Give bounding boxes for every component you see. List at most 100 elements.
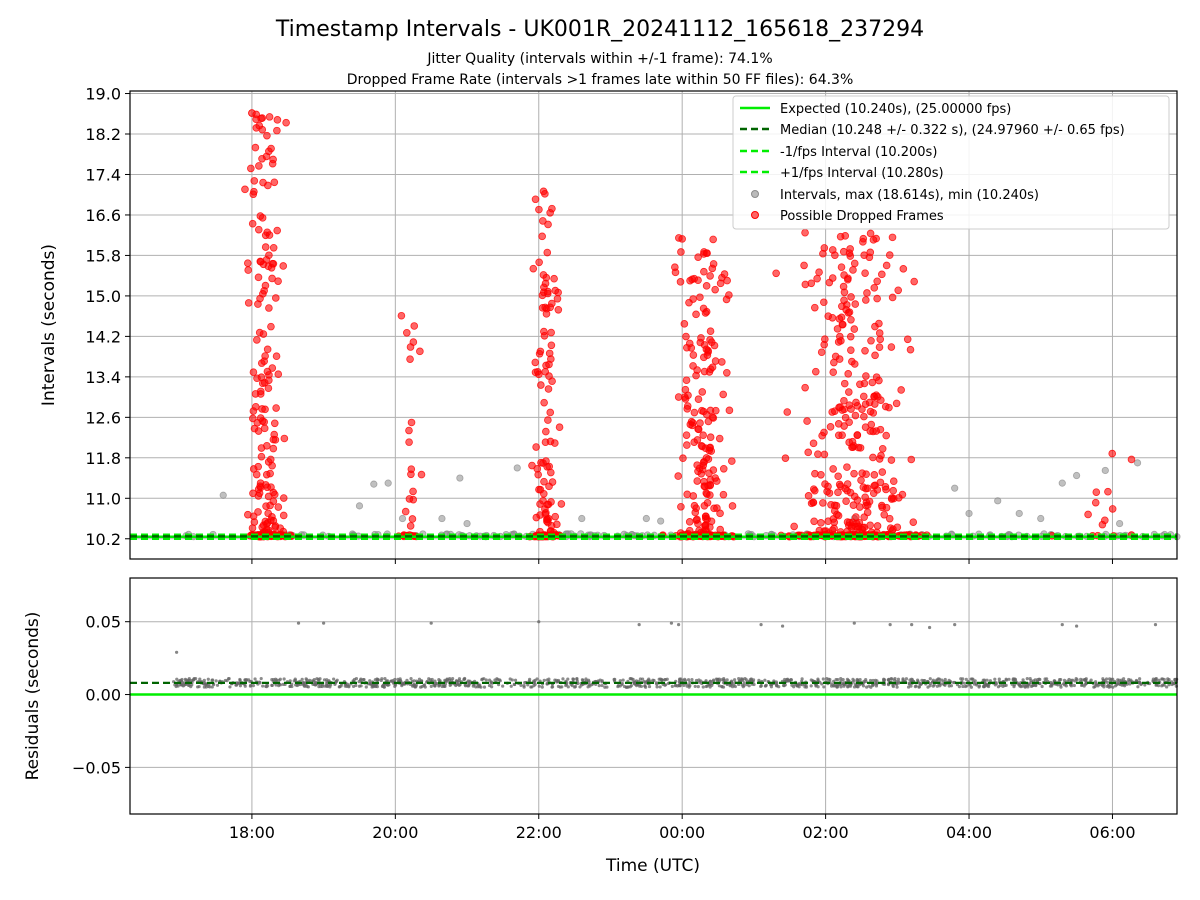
dropped-frame-point bbox=[401, 507, 410, 516]
dropped-frame-point bbox=[881, 482, 890, 491]
dropped-frame-point bbox=[889, 486, 898, 495]
dropped-frame-point bbox=[274, 503, 283, 511]
residual-point bbox=[312, 678, 316, 682]
dropped-frame-point bbox=[898, 490, 907, 499]
residual-point bbox=[445, 678, 449, 682]
residuals-x-tick-label: 20:00 bbox=[372, 823, 418, 842]
dropped-frame-point bbox=[256, 257, 265, 266]
dropped-frame-point bbox=[690, 408, 699, 417]
dropped-frame-point bbox=[837, 263, 846, 271]
residual-point bbox=[372, 683, 376, 688]
intervals-reference-lines bbox=[130, 533, 1177, 541]
residual-point bbox=[931, 684, 935, 688]
residual-point bbox=[210, 685, 214, 689]
residual-outlier-point bbox=[910, 623, 914, 627]
dropped-frame-point bbox=[853, 496, 862, 504]
chart-title: Timestamp Intervals - UK001R_20241112_16… bbox=[275, 17, 924, 42]
dropped-frame-point bbox=[706, 272, 714, 280]
dropped-frame-point bbox=[263, 345, 272, 354]
residual-point bbox=[790, 683, 794, 687]
residual-point bbox=[573, 685, 577, 689]
residual-point bbox=[359, 684, 363, 688]
dropped-frame-point bbox=[263, 131, 271, 140]
residual-point bbox=[804, 683, 808, 688]
dropped-frame-point bbox=[875, 343, 884, 351]
residual-point bbox=[947, 678, 951, 682]
dropped-frame-point bbox=[694, 519, 702, 528]
dropped-frame-point bbox=[860, 251, 868, 260]
dropped-frame-point bbox=[850, 259, 859, 268]
residual-point bbox=[708, 685, 712, 689]
dropped-frame-point bbox=[536, 485, 545, 494]
residual-point bbox=[1113, 684, 1118, 688]
dropped-frame-point bbox=[409, 487, 417, 496]
residual-point bbox=[1062, 678, 1067, 682]
intervals-x-ticks bbox=[251, 559, 1113, 564]
residual-point bbox=[708, 679, 713, 683]
residual-point bbox=[1049, 680, 1053, 685]
residual-point bbox=[800, 677, 804, 681]
residual-point bbox=[975, 683, 979, 687]
residual-point bbox=[1100, 683, 1104, 688]
dropped-frame-point bbox=[711, 357, 720, 365]
residual-point bbox=[852, 685, 857, 689]
residual-point bbox=[705, 684, 709, 688]
residual-point bbox=[670, 684, 674, 688]
dropped-frame-point bbox=[257, 359, 266, 367]
residual-point bbox=[1007, 677, 1011, 681]
residual-point bbox=[519, 683, 523, 687]
dropped-frame-point bbox=[870, 284, 879, 292]
residual-point bbox=[259, 676, 263, 681]
dropped-frame-point bbox=[529, 264, 538, 273]
residual-point bbox=[566, 685, 570, 689]
dropped-frame-point bbox=[830, 358, 838, 367]
dropped-frame-point bbox=[251, 402, 260, 411]
residual-point bbox=[1162, 677, 1166, 682]
dropped-frame-point bbox=[681, 395, 690, 403]
dropped-frame-point bbox=[678, 235, 686, 243]
residual-point bbox=[814, 684, 818, 688]
residuals-reference-lines bbox=[130, 681, 1177, 696]
residual-point bbox=[190, 683, 194, 687]
dropped-frame-point bbox=[532, 443, 540, 451]
residual-point bbox=[973, 679, 977, 683]
dropped-frame-point bbox=[870, 481, 879, 490]
residual-point bbox=[896, 677, 901, 681]
dropped-frame-point bbox=[882, 261, 891, 270]
dropped-frame-point bbox=[540, 398, 548, 407]
dropped-frame-point bbox=[878, 270, 886, 279]
dropped-frame-point bbox=[269, 444, 278, 453]
dropped-frame-point bbox=[907, 455, 916, 464]
residual-point bbox=[308, 678, 312, 682]
residual-point bbox=[789, 678, 794, 682]
dropped-frame-point bbox=[677, 248, 685, 256]
residual-point bbox=[1081, 678, 1085, 682]
dropped-frame-point bbox=[417, 470, 426, 479]
dropped-frame-point bbox=[709, 414, 718, 422]
dropped-frame-point bbox=[703, 249, 711, 257]
residual-point bbox=[376, 678, 380, 682]
residual-point bbox=[917, 685, 921, 689]
residuals-x-axis-label: Time (UTC) bbox=[605, 856, 700, 876]
residual-point bbox=[1151, 677, 1155, 681]
dropped-frame-point bbox=[706, 327, 715, 336]
residual-point bbox=[742, 681, 746, 685]
interval-point bbox=[1037, 514, 1045, 523]
residual-point bbox=[522, 683, 526, 688]
residual-point bbox=[278, 683, 282, 687]
interval-point bbox=[578, 514, 586, 523]
residual-point bbox=[977, 684, 982, 688]
residual-point bbox=[560, 685, 564, 689]
legend-intervals-swatch bbox=[751, 190, 759, 198]
residual-point bbox=[300, 677, 304, 681]
dropped-frame-point bbox=[258, 114, 267, 122]
dropped-frame-point bbox=[809, 439, 818, 448]
interval-point bbox=[355, 502, 364, 510]
dropped-frame-point bbox=[843, 486, 851, 495]
residual-point bbox=[856, 685, 860, 689]
residual-point bbox=[550, 685, 555, 689]
residual-point bbox=[1080, 683, 1084, 688]
residual-point bbox=[578, 685, 582, 689]
residual-point bbox=[800, 683, 805, 687]
dropped-frame-point bbox=[842, 301, 851, 309]
